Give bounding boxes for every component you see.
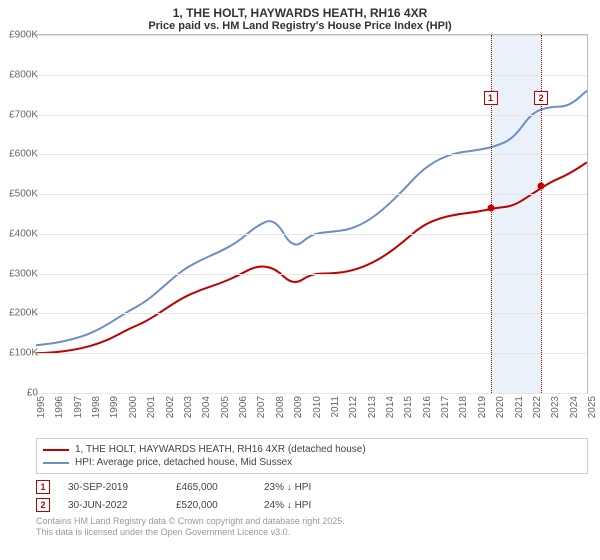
sale-marker-badge: 1 [36, 480, 50, 494]
x-axis-tick-label: 2023 [550, 396, 561, 418]
legend-label: HPI: Average price, detached house, Mid … [75, 457, 292, 468]
x-axis-labels: 1995 1996 1997 1998 1999 2000 2001 2002 2003 2004… [36, 394, 588, 436]
x-axis-tick-label: 1996 [54, 396, 65, 418]
sale-point-dot [538, 183, 545, 190]
x-axis-tick-label: 2024 [569, 396, 580, 418]
y-axis-tick-label: £600K [2, 149, 38, 160]
legend-label: 1, THE HOLT, HAYWARDS HEATH, RH16 4XR (d… [75, 444, 366, 455]
legend-item-hpi: HPI: Average price, detached house, Mid … [43, 456, 581, 469]
x-axis-tick-label: 2018 [458, 396, 469, 418]
footer-line-1: Contains HM Land Registry data © Crown c… [36, 516, 588, 527]
x-axis-tick-label: 2001 [146, 396, 157, 418]
marker-line [491, 35, 492, 393]
x-axis-tick-label: 2020 [495, 396, 506, 418]
y-axis-tick-label: £500K [2, 189, 38, 200]
y-axis-tick-label: £700K [2, 109, 38, 120]
sale-price: £520,000 [176, 500, 246, 511]
x-axis-tick-label: 2012 [348, 396, 359, 418]
sale-row: 2 30-JUN-2022 £520,000 24% ↓ HPI [36, 496, 588, 514]
x-axis-tick-label: 2019 [477, 396, 488, 418]
marker-badge: 1 [484, 91, 498, 105]
marker-badge: 2 [534, 91, 548, 105]
footer-line-2: This data is licensed under the Open Gov… [36, 527, 588, 538]
x-axis-tick-label: 2015 [403, 396, 414, 418]
legend: 1, THE HOLT, HAYWARDS HEATH, RH16 4XR (d… [36, 438, 588, 474]
x-axis-tick-label: 1997 [73, 396, 84, 418]
y-axis-tick-label: £400K [2, 228, 38, 239]
x-axis-tick-label: 2000 [128, 396, 139, 418]
x-axis-tick-label: 2025 [587, 396, 598, 418]
x-axis-tick-label: 2006 [238, 396, 249, 418]
x-axis-tick-label: 2011 [330, 396, 341, 418]
x-axis-tick-label: 1998 [91, 396, 102, 418]
x-axis-tick-label: 2014 [385, 396, 396, 418]
sale-price: £465,000 [176, 482, 246, 493]
sale-point-dot [487, 205, 494, 212]
title-line-1: 1, THE HOLT, HAYWARDS HEATH, RH16 4XR [10, 6, 590, 20]
sale-row: 1 30-SEP-2019 £465,000 23% ↓ HPI [36, 478, 588, 496]
legend-item-price-paid: 1, THE HOLT, HAYWARDS HEATH, RH16 4XR (d… [43, 443, 581, 456]
x-axis-tick-label: 2017 [440, 396, 451, 418]
x-axis-tick-label: 2022 [532, 396, 543, 418]
series-line-price_paid [36, 162, 587, 353]
x-axis-tick-label: 2004 [201, 396, 212, 418]
series-line-hpi [36, 91, 587, 346]
sale-delta: 24% ↓ HPI [264, 500, 344, 511]
x-axis-tick-label: 2009 [293, 396, 304, 418]
legend-swatch [43, 462, 69, 464]
y-axis-tick-label: £900K [2, 30, 38, 41]
x-axis-tick-label: 1995 [36, 396, 47, 418]
marker-line [541, 35, 542, 393]
x-axis-tick-label: 2016 [422, 396, 433, 418]
chart-svg [36, 35, 587, 393]
sale-delta: 23% ↓ HPI [264, 482, 344, 493]
chart-title: 1, THE HOLT, HAYWARDS HEATH, RH16 4XR Pr… [0, 0, 600, 34]
x-axis-tick-label: 2007 [256, 396, 267, 418]
y-axis-tick-label: £800K [2, 69, 38, 80]
x-axis-tick-label: 2005 [220, 396, 231, 418]
sale-marker-badge: 2 [36, 498, 50, 512]
sales-table: 1 30-SEP-2019 £465,000 23% ↓ HPI 2 30-JU… [36, 478, 588, 514]
x-axis-tick-label: 2013 [367, 396, 378, 418]
y-axis-tick-label: £0 [2, 388, 38, 399]
x-axis-tick-label: 2003 [183, 396, 194, 418]
sale-date: 30-SEP-2019 [68, 482, 158, 493]
attribution-footer: Contains HM Land Registry data © Crown c… [36, 516, 588, 539]
title-line-2: Price paid vs. HM Land Registry's House … [10, 20, 590, 32]
x-axis-tick-label: 1999 [109, 396, 120, 418]
chart-plot-area: £0£100K£200K£300K£400K£500K£600K£700K£80… [36, 34, 588, 394]
y-axis-tick-label: £200K [2, 308, 38, 319]
y-axis-tick-label: £100K [2, 348, 38, 359]
x-axis-tick-label: 2010 [312, 396, 323, 418]
x-axis-tick-label: 2008 [275, 396, 286, 418]
y-axis-tick-label: £300K [2, 268, 38, 279]
x-axis-tick-label: 2021 [514, 396, 525, 418]
legend-swatch [43, 449, 69, 451]
x-axis-tick-label: 2002 [165, 396, 176, 418]
sale-date: 30-JUN-2022 [68, 500, 158, 511]
